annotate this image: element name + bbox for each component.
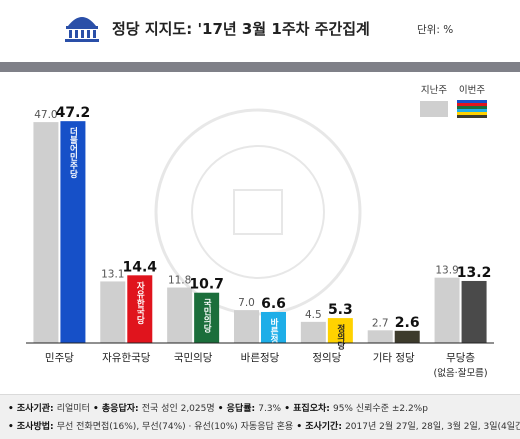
value-label-last-week-6: 13.9	[435, 265, 458, 277]
category-label-5: 기타 정당	[373, 352, 415, 364]
category-label-2: 국민의당	[174, 352, 213, 364]
legend-swatch-this-week-stripe-1	[457, 103, 487, 106]
footer-key: • 총응답자:	[89, 404, 142, 414]
value-label-this-week-6: 13.2	[457, 265, 492, 281]
footer-line-1: • 조사기관: 리얼미터 • 총응답자: 전국 성인 2,025명 • 응답률:…	[8, 401, 428, 414]
legend-swatch-this-week-stripe-4	[457, 112, 487, 115]
value-label-last-week-0: 47.0	[34, 109, 57, 121]
bar-this-week-2	[194, 292, 220, 343]
party-logo-0: 더불어민주당	[68, 127, 78, 180]
national-assembly-logo-icon	[65, 17, 99, 42]
footer-value: 전국 성인 2,025명	[141, 404, 215, 414]
value-label-this-week-0: 47.2	[56, 105, 91, 121]
legend: 지난주 이번주	[420, 85, 487, 118]
bar-last-week-6	[434, 277, 460, 343]
value-label-last-week-1: 13.1	[101, 268, 124, 280]
party-logo-3: 바른정당	[269, 317, 279, 353]
value-label-this-week-1: 14.4	[123, 259, 158, 275]
value-label-this-week-2: 10.7	[189, 277, 224, 293]
party-logo-4: 정의당	[335, 324, 345, 351]
legend-swatch-this-week-stripe-5	[457, 115, 487, 118]
category-label-6: 무당층	[446, 352, 475, 364]
footer-key: • 표집오차:	[281, 404, 333, 414]
legend-swatch-this-week-stripe-2	[457, 106, 487, 109]
footer-key: • 응답률:	[214, 404, 259, 414]
unit-label: 단위: %	[417, 24, 454, 36]
bar-this-week-0	[60, 121, 86, 343]
value-label-last-week-2: 11.8	[168, 275, 191, 287]
bar-this-week-1	[127, 275, 153, 343]
category-label-4: 정의당	[312, 352, 341, 364]
footer-value: 리얼미터	[56, 404, 90, 414]
value-label-last-week-3: 7.0	[238, 297, 255, 309]
bar-last-week-5	[367, 330, 393, 343]
footer-value: 무선 전화면접(16%), 무선(74%) · 유선(10%) 자동응답 혼용	[56, 422, 294, 432]
value-label-this-week-3: 6.6	[261, 296, 286, 312]
bar-this-week-6	[461, 280, 487, 343]
category-sublabel-6: (없음·잘모름)	[434, 367, 488, 379]
legend-swatch-this-week-stripe-0	[457, 100, 487, 103]
footer-value: 2017년 2월 27일, 28일, 3월 2일, 3일(4일간)	[345, 422, 520, 432]
value-label-this-week-5: 2.6	[395, 315, 420, 331]
footer-line-2: • 조사방법: 무선 전화면접(16%), 무선(74%) · 유선(10%) …	[8, 419, 520, 432]
bar-this-week-5	[394, 330, 420, 343]
header: 정당 지지도: '17년 3월 1주차 주간집계 단위: %	[0, 0, 520, 62]
value-labels: 47.047.2 13.114.4 11.810.7 7.0 6.6 4.5 5.3 2.7 2…	[34, 105, 491, 331]
footer-value: 95% 신뢰수준 ±2.2%p	[332, 404, 428, 414]
header-divider	[0, 62, 520, 72]
bar-last-week-3	[234, 310, 259, 343]
legend-swatch-this-week-stripe-3	[457, 109, 487, 112]
footer-key: • 조사기간:	[293, 422, 346, 432]
value-label-this-week-4: 5.3	[328, 302, 353, 318]
category-label-3: 바른정당	[241, 352, 280, 364]
category-labels: 민주당 자유한국당 국민의당 바른정당 정의당 기타 정당 무당층 (없음·잘모름)	[45, 352, 488, 379]
footer-key: • 조사방법:	[8, 422, 57, 432]
bar-last-week-2	[167, 287, 193, 343]
bar-chart: 지난주 이번주 47.047.2 13.114.4 11.810.7 7.0 6.6 4.5…	[26, 85, 494, 379]
legend-label-last-week: 지난주	[421, 85, 447, 96]
value-label-last-week-5: 2.7	[372, 317, 389, 329]
bars	[33, 121, 487, 343]
category-label-1: 자유한국당	[102, 352, 151, 364]
bar-last-week-0	[33, 122, 59, 343]
party-logo-2: 국민의당	[202, 299, 212, 334]
page-title: 정당 지지도: '17년 3월 1주차 주간집계	[112, 20, 370, 38]
footer-value: 7.3%	[258, 404, 282, 414]
footer-key: • 조사기관:	[8, 404, 57, 414]
footer: • 조사기관: 리얼미터 • 총응답자: 전국 성인 2,025명 • 응답률:…	[0, 394, 520, 439]
party-logo-1: 자유한국당	[135, 281, 145, 325]
bar-this-week-3	[261, 311, 286, 343]
bar-last-week-4	[300, 321, 326, 343]
bar-this-week-4	[327, 318, 353, 343]
value-label-last-week-4: 4.5	[305, 309, 322, 321]
bar-last-week-1	[100, 281, 126, 343]
category-label-0: 민주당	[45, 352, 74, 364]
legend-swatch-last-week	[420, 101, 448, 117]
legend-label-this-week: 이번주	[459, 85, 485, 96]
